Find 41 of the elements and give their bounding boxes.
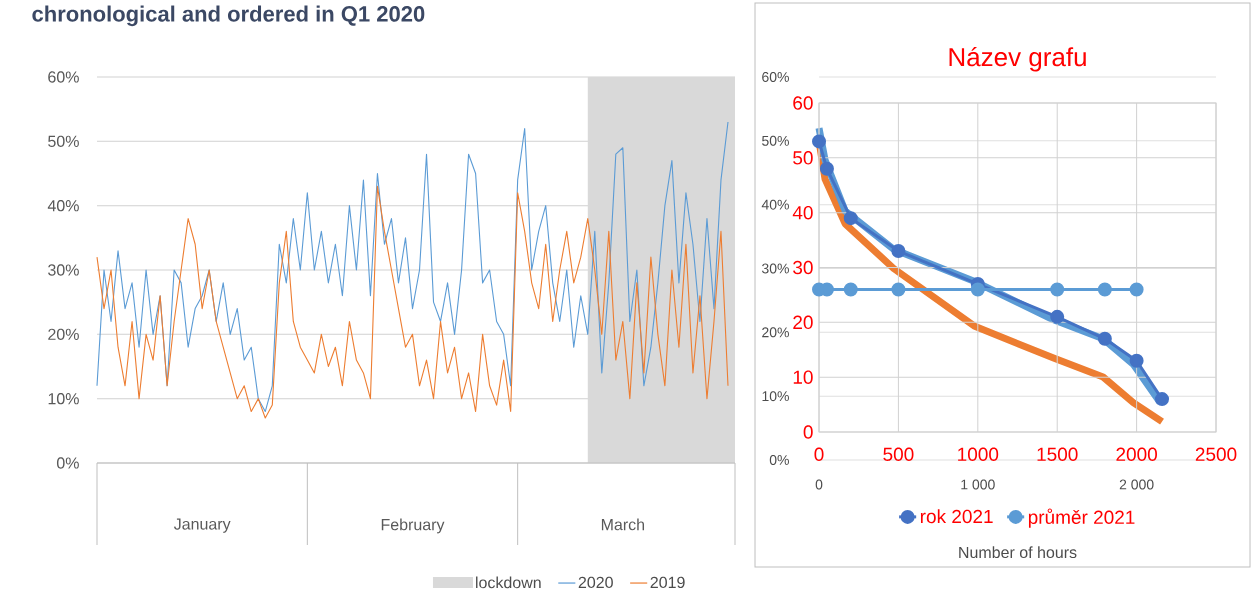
y2-tick-label: 20% [762, 327, 789, 338]
x-tick-label: 500 [883, 447, 914, 461]
x2-tick-label: 0 [815, 479, 823, 490]
x-tick-label: 1000 [958, 447, 999, 461]
y-tick-label: 0 [803, 425, 813, 439]
x2-tick-label: 1 000 [961, 479, 995, 490]
legend-label: lockdown [476, 576, 541, 589]
legend-label: rok 2021 [920, 509, 993, 524]
y-tick-label: 60% [48, 71, 79, 83]
y2-tick-label: 50% [762, 135, 789, 146]
x2-tick-label: 2 000 [1119, 479, 1154, 490]
y-tick-label: 50% [48, 135, 79, 147]
x-tick-label: 1500 [1037, 447, 1078, 461]
y-tick-label: 20 [793, 315, 813, 330]
x-tick-label: 0 [814, 447, 824, 461]
y2-tick-label: 40% [761, 199, 789, 210]
y-tick-label: 40 [792, 205, 813, 220]
y-tick-label: 20% [48, 328, 79, 340]
y-tick-label: 50 [793, 151, 813, 165]
y-tick-label: 30% [48, 264, 79, 276]
y2-tick-label: 10% [762, 391, 789, 402]
chart-title: chronological and ordered in Q1 2020 [32, 5, 425, 27]
legend-label: 2019 [650, 576, 685, 589]
x-tick-label: March [601, 518, 645, 531]
x-tick-label: 2000 [1116, 447, 1157, 461]
y2-tick-label: 60% [762, 72, 789, 82]
x2-axis-title: Number of hours [959, 546, 1077, 559]
y-tick-label: 0% [56, 457, 79, 469]
x-tick-label: January [173, 518, 231, 533]
y-tick-label: 60 [793, 96, 813, 110]
y2-tick-label: 30% [761, 263, 789, 274]
y-tick-label: 10 [793, 370, 813, 384]
y2-tick-label: 0% [769, 455, 789, 465]
y-tick-label: 40% [47, 200, 79, 212]
y-tick-label: 30 [793, 260, 813, 275]
x-tick-label: February [381, 518, 445, 534]
legend-label: 2020 [578, 576, 613, 589]
x-tick-label: 2500 [1195, 447, 1237, 461]
legend-label: průměr 2021 [1028, 508, 1135, 528]
y-tick-label: 10% [48, 393, 79, 405]
chart-title: Název grafu [949, 46, 1086, 72]
